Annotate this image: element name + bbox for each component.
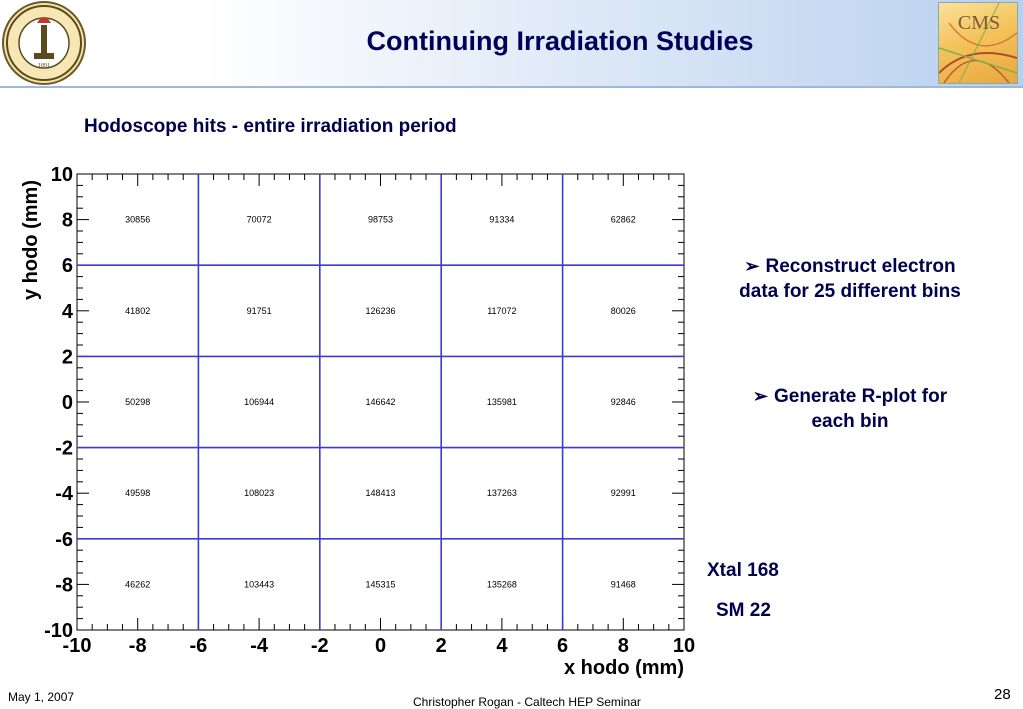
x-tick-label: -2 (311, 635, 329, 657)
x-tick-labels: -10 -8 -6 -4 -2 0 2 4 6 8 10 (63, 635, 696, 657)
y-tick-label: 8 (62, 210, 73, 232)
y-tick-label: -4 (55, 483, 74, 505)
chart-title: Hodoscope hits - entire irradiation peri… (84, 116, 457, 137)
cms-logo-text: CMS (958, 12, 1000, 34)
bin-count-label: 92991 (611, 488, 636, 498)
x-tick-label: -8 (129, 635, 147, 657)
y-tick-label: -2 (55, 438, 73, 460)
bin-count-label: 135268 (487, 579, 517, 589)
y-tick-label: 0 (62, 392, 73, 414)
bin-count-label: 108023 (244, 488, 274, 498)
bin-count-label: 91751 (247, 306, 272, 316)
cms-logo: CMS (938, 2, 1018, 84)
bin-count-label: 145315 (365, 579, 395, 589)
bin-count-label: 135981 (487, 397, 517, 407)
y-tick-labels: -10 -8 -6 -4 -2 0 2 4 6 8 10 (44, 164, 74, 642)
page-number: 28 (994, 686, 1011, 703)
bullet-generate: ➢ Generate R-plot for each bin (735, 384, 965, 434)
bin-count-label: 41802 (125, 306, 150, 316)
plot-frame (76, 173, 685, 631)
bin-count-labels: 30856 70072 98753 91334 62862 41802 91751 12623… (125, 215, 636, 590)
bin-count-label: 91468 (611, 579, 636, 589)
bullet-reconstruct: ➢ Reconstruct electron data for 25 differ… (725, 254, 975, 304)
arrow-bullet-icon: ➢ (752, 386, 768, 406)
bin-count-label: 92846 (611, 397, 636, 407)
bin-count-label: 126236 (365, 306, 395, 316)
bullet-text-generate: Generate R-plot for each bin (773, 386, 948, 432)
slide-header: 1891 Continuing Irradiation Studies CMS (0, 0, 1023, 88)
seal-icon: 1891 (6, 5, 82, 81)
xtal-label: Xtal 168 (707, 560, 779, 581)
y-tick-label: 10 (51, 164, 73, 186)
x-tick-label: -10 (63, 635, 92, 657)
x-tick-label: 4 (496, 635, 508, 657)
x-tick-label: 10 (673, 635, 695, 657)
bullet-text-reconstruct: Reconstruct electron data for 25 differe… (739, 256, 961, 302)
seal-year: 1891 (38, 63, 50, 69)
bin-count-label: 50298 (125, 397, 150, 407)
x-tick-label: 8 (618, 635, 629, 657)
slide-title: Continuing Irradiation Studies (366, 26, 754, 56)
x-tick-label: -4 (250, 635, 269, 657)
x-axis-label: x hodo (mm) (564, 657, 684, 679)
y-tick-label: 2 (62, 346, 73, 368)
bin-count-label: 91334 (489, 215, 514, 225)
x-tick-label: 6 (557, 635, 568, 657)
bin-count-label: 117072 (487, 306, 516, 316)
y-tick-label: 4 (62, 301, 74, 323)
bin-count-label: 146642 (365, 397, 395, 407)
y-tick-label: -10 (44, 620, 73, 642)
y-axis-label: y hodo (mm) (20, 180, 42, 300)
bin-count-label: 46262 (125, 579, 150, 589)
footer-date: May 1, 2007 (8, 690, 75, 704)
y-tick-label: 6 (62, 255, 73, 277)
x-tick-label: -6 (190, 635, 208, 657)
bin-count-label: 98753 (368, 215, 393, 225)
bin-count-label: 137263 (487, 488, 517, 498)
bin-count-label: 103443 (244, 579, 274, 589)
footer-author: Christopher Rogan - Caltech HEP Seminar (413, 695, 641, 709)
caltech-seal-logo: 1891 (2, 1, 86, 85)
cms-logo-icon: CMS (939, 3, 1017, 83)
bin-count-label: 80026 (611, 306, 636, 316)
y-tick-label: -8 (55, 574, 73, 596)
sm-label: SM 22 (716, 600, 771, 621)
y-tick-label: -6 (55, 529, 73, 551)
x-tick-label: 2 (436, 635, 447, 657)
bin-count-label: 62862 (611, 215, 636, 225)
bin-count-label: 148413 (365, 488, 395, 498)
bin-count-label: 49598 (125, 488, 150, 498)
x-tick-label: 0 (375, 635, 386, 657)
bin-grid-lines (77, 174, 684, 630)
bin-count-label: 30856 (125, 215, 150, 225)
arrow-bullet-icon: ➢ (744, 256, 760, 276)
bin-count-label: 70072 (247, 215, 272, 225)
bin-count-label: 106944 (244, 397, 274, 407)
